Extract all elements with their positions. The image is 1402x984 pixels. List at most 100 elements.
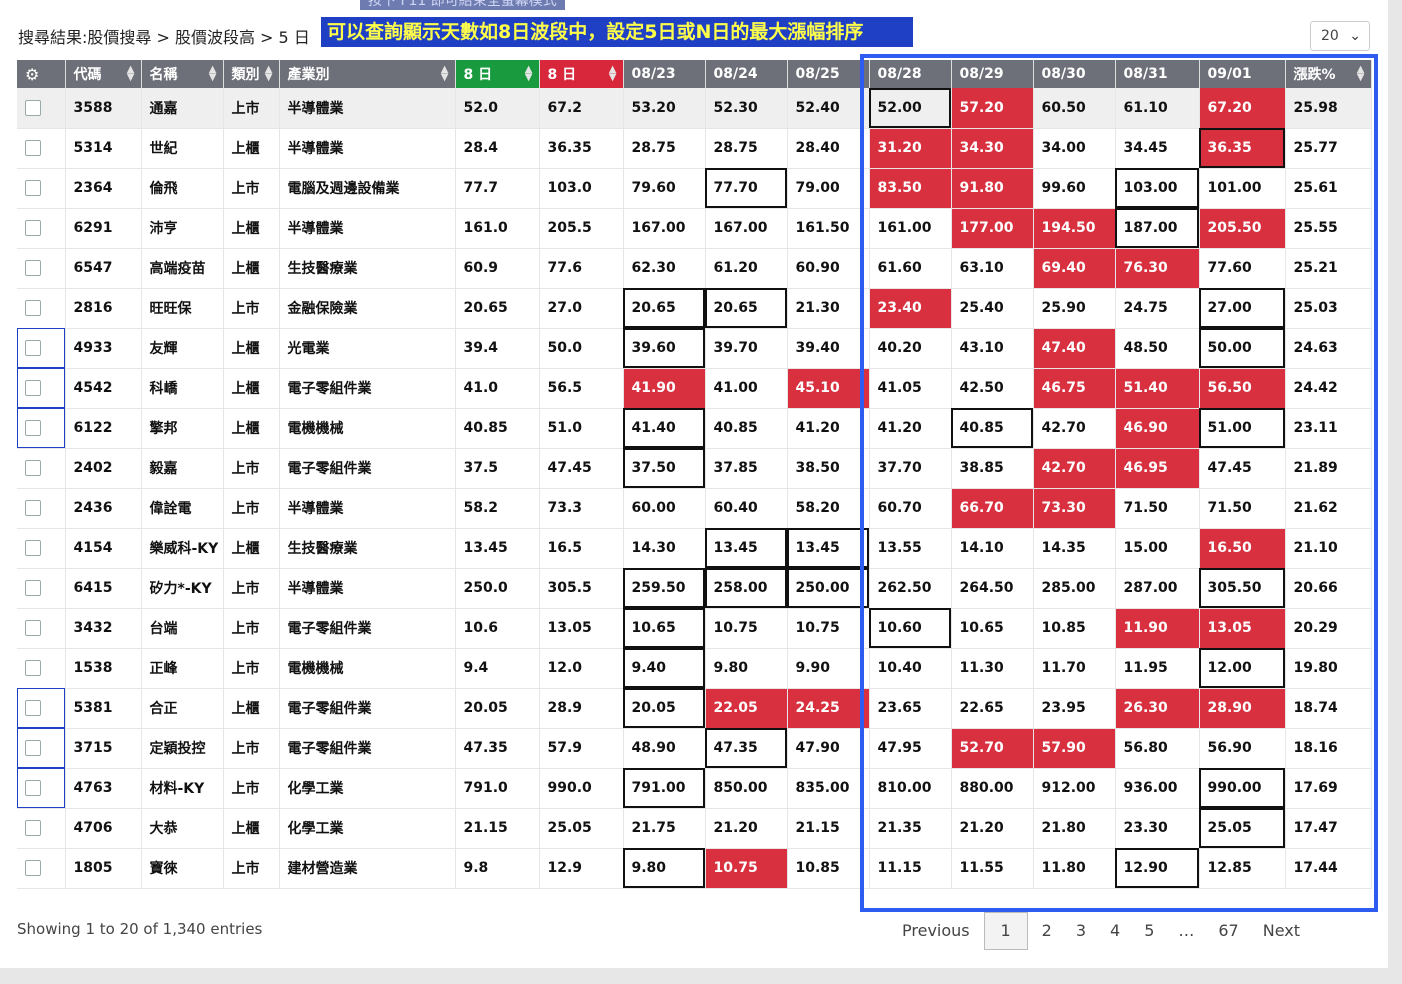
pager-page-67[interactable]: 67	[1218, 921, 1239, 940]
sort-arrows-icon[interactable]: ▲ ▼	[208, 64, 217, 83]
industry-link[interactable]: 半導體業	[279, 568, 456, 609]
price-cell: 23.95	[1033, 688, 1116, 729]
sort-arrows-icon[interactable]: ▲ ▼	[1356, 64, 1365, 83]
row-checkbox[interactable]	[25, 99, 41, 116]
sort-arrows-icon[interactable]: ▲ ▼	[440, 64, 449, 83]
stock-code-link[interactable]: 6547	[65, 248, 142, 289]
row-checkbox[interactable]	[25, 660, 41, 676]
stock-code-link[interactable]: 3588	[65, 88, 142, 129]
row-checkbox[interactable]	[25, 820, 41, 836]
stock-code-link[interactable]: 4933	[65, 328, 142, 369]
stock-code-link[interactable]: 1538	[65, 648, 142, 689]
industry-link[interactable]: 半導體業	[279, 208, 456, 249]
sort-arrows-icon[interactable]: ▲ ▼	[264, 64, 273, 83]
stock-code-link[interactable]: 6122	[65, 408, 142, 449]
pager-page-3[interactable]: 3	[1075, 921, 1086, 940]
industry-link[interactable]: 電腦及週邊設備業	[279, 168, 456, 209]
stock-code-link[interactable]: 4706	[65, 808, 142, 849]
industry-link[interactable]: 電子零組件業	[279, 688, 456, 729]
pager-page-2[interactable]: 2	[1041, 921, 1052, 940]
col-header-industry[interactable]: 產業別 ▲ ▼	[279, 60, 456, 88]
industry-link[interactable]: 電機機械	[279, 408, 456, 449]
row-checkbox[interactable]	[25, 780, 41, 796]
stock-code-link[interactable]: 4542	[65, 368, 142, 409]
industry-link[interactable]: 半導體業	[279, 488, 456, 529]
stock-code-link[interactable]: 1805	[65, 848, 142, 889]
pager-page-5[interactable]: 5	[1144, 921, 1155, 940]
row-checkbox[interactable]	[25, 260, 41, 276]
industry-link[interactable]: 電子零組件業	[279, 728, 456, 769]
industry-link[interactable]: 化學工業	[279, 768, 456, 809]
industry-link[interactable]: 生技醫療業	[279, 248, 456, 289]
industry-link[interactable]: 半導體業	[279, 88, 456, 129]
col-header-0830[interactable]: 08/30	[1033, 60, 1116, 88]
industry-link[interactable]: 建材營造業	[279, 848, 456, 889]
col-header-d8-high[interactable]: 8 日 ▲ ▼	[539, 60, 624, 88]
period-high: 36.35	[539, 128, 624, 169]
row-checkbox[interactable]	[25, 500, 41, 516]
industry-link[interactable]: 光電業	[279, 328, 456, 369]
industry-link[interactable]: 電子零組件業	[279, 448, 456, 489]
col-header-0824[interactable]: 08/24	[705, 60, 788, 88]
stock-code-link[interactable]: 5314	[65, 128, 142, 169]
industry-link[interactable]: 半導體業	[279, 128, 456, 169]
industry-link[interactable]: 化學工業	[279, 808, 456, 849]
stock-code-link[interactable]: 2436	[65, 488, 142, 529]
stock-code-link[interactable]: 2364	[65, 168, 142, 209]
row-checkbox[interactable]	[25, 220, 41, 236]
row-checkbox[interactable]	[25, 140, 41, 156]
stock-code-link[interactable]: 3715	[65, 728, 142, 769]
stock-code-link[interactable]: 2816	[65, 288, 142, 329]
pager-next[interactable]: Next	[1262, 921, 1301, 940]
pager-previous[interactable]: Previous	[902, 921, 970, 940]
row-checkbox[interactable]	[25, 740, 41, 756]
price-cell: 10.85	[787, 848, 870, 889]
stock-code-link[interactable]: 4763	[65, 768, 142, 809]
col-header-0829[interactable]: 08/29	[951, 60, 1034, 88]
row-checkbox[interactable]	[25, 700, 41, 716]
col-header-0901[interactable]: 09/01	[1199, 60, 1286, 88]
industry-link[interactable]: 電子零組件業	[279, 608, 456, 649]
stock-code-link[interactable]: 5381	[65, 688, 142, 729]
row-checkbox[interactable]	[25, 180, 41, 196]
row-checkbox[interactable]	[25, 420, 41, 436]
row-checkbox[interactable]	[25, 380, 41, 396]
row-checkbox[interactable]	[25, 540, 41, 556]
stock-code-link[interactable]: 4154	[65, 528, 142, 569]
row-checkbox[interactable]	[25, 620, 41, 636]
table-row: 3715 定穎投控 上市 電子零組件業 47.35 57.9 48.90 47.35 47.90…	[17, 728, 1372, 769]
pager-page-1[interactable]: 1	[983, 912, 1028, 950]
market-type: 上櫃	[223, 528, 280, 569]
industry-link[interactable]: 電機機械	[279, 648, 456, 689]
col-header-0825[interactable]: 08/25	[787, 60, 870, 88]
page-size-select[interactable]: 20 ⌄	[1310, 21, 1370, 51]
row-checkbox[interactable]	[25, 340, 41, 356]
col-header-change-pct[interactable]: 漲跌% ▲ ▼	[1285, 60, 1372, 88]
gear-icon[interactable]: ⚙	[25, 64, 40, 84]
settings-header[interactable]: ⚙	[17, 60, 66, 88]
sort-arrows-icon[interactable]: ▲ ▼	[524, 64, 533, 83]
table-row: 6547 高端疫苗 上櫃 生技醫療業 60.9 77.6 62.30 61.20 60.90 61…	[17, 248, 1372, 289]
sort-arrows-icon[interactable]: ▲ ▼	[608, 64, 617, 83]
stock-code-link[interactable]: 6415	[65, 568, 142, 609]
col-header-name[interactable]: 名稱 ▲ ▼	[141, 60, 224, 88]
row-checkbox[interactable]	[25, 300, 41, 316]
period-low: 77.7	[455, 168, 540, 209]
industry-link[interactable]: 金融保險業	[279, 288, 456, 329]
col-header-code[interactable]: 代碼 ▲ ▼	[65, 60, 142, 88]
row-checkbox[interactable]	[25, 460, 41, 476]
col-header-type[interactable]: 類別 ▲ ▼	[223, 60, 280, 88]
col-header-d8-low[interactable]: 8 日 ▲ ▼	[455, 60, 540, 88]
sort-arrows-icon[interactable]: ▲ ▼	[126, 64, 135, 83]
industry-link[interactable]: 電子零組件業	[279, 368, 456, 409]
col-header-0828[interactable]: 08/28	[869, 60, 952, 88]
stock-code-link[interactable]: 2402	[65, 448, 142, 489]
pager-page-4[interactable]: 4	[1110, 921, 1121, 940]
col-header-0823[interactable]: 08/23	[623, 60, 706, 88]
row-checkbox[interactable]	[25, 580, 41, 596]
stock-code-link[interactable]: 6291	[65, 208, 142, 249]
stock-code-link[interactable]: 3432	[65, 608, 142, 649]
industry-link[interactable]: 生技醫療業	[279, 528, 456, 569]
row-checkbox[interactable]	[25, 860, 41, 876]
col-header-0831[interactable]: 08/31	[1115, 60, 1200, 88]
